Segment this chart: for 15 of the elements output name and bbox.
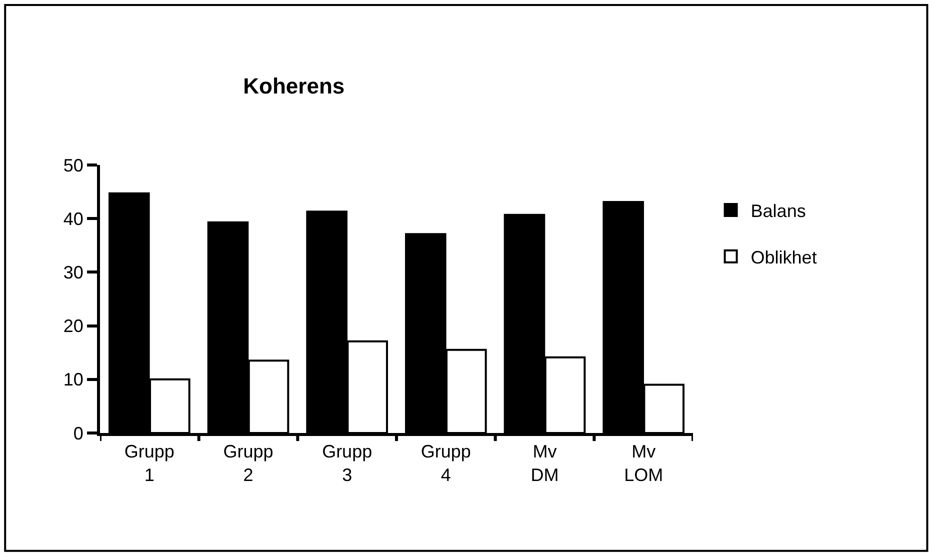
y-tick-label: 50 [63,155,84,176]
y-tick-label: 30 [63,262,84,282]
y-tick-label: 20 [63,316,84,336]
legend-label: Balans [750,201,806,222]
x-tick-label: Grupp 1 [124,442,174,485]
y-tick-label: 0 [73,423,84,444]
chart-title: Koherens [243,74,345,99]
x-tick-label: Grupp 3 [322,442,372,485]
y-tick-label: 10 [63,370,84,390]
legend-label: Oblikhet [750,247,817,268]
y-tick-label: 40 [63,208,84,229]
x-tick-label: Grupp 4 [420,442,471,485]
x-tick-label: Mv DM [530,442,559,485]
x-tick-label: Mv LOM [624,442,664,485]
x-tick-label: Grupp 2 [223,442,274,485]
